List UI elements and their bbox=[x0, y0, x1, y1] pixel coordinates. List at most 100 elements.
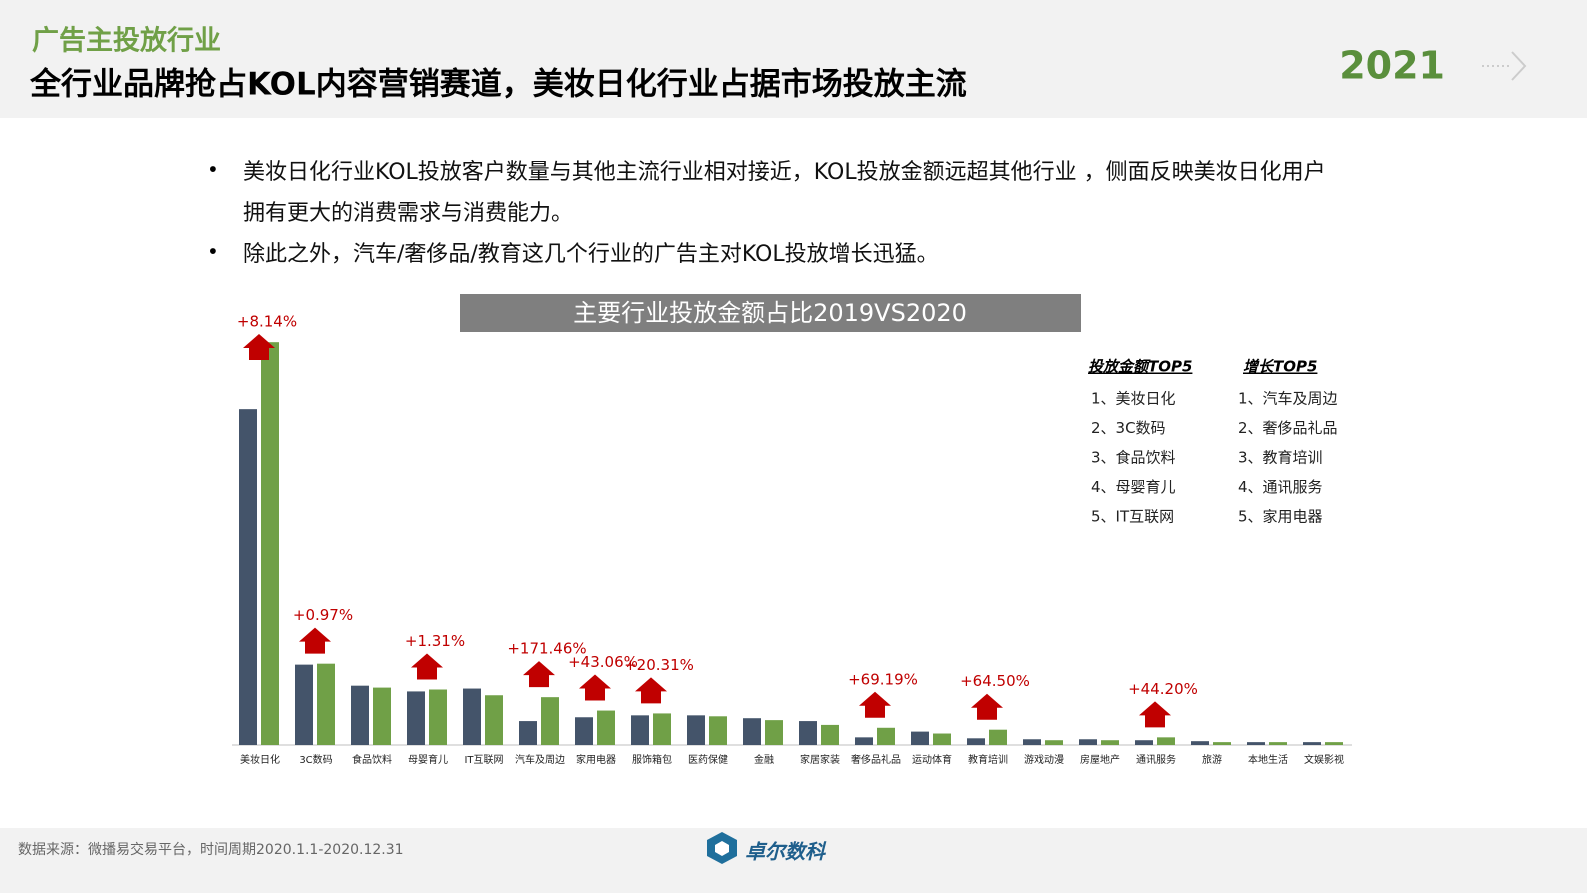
top5-item: 1、汽车及周边 bbox=[1238, 390, 1338, 408]
top5-item: 1、美妆日化 bbox=[1091, 390, 1176, 408]
bar bbox=[575, 717, 593, 745]
growth-arrow bbox=[635, 677, 667, 704]
top5-item: 2、奢侈品礼品 bbox=[1238, 419, 1338, 437]
top5-item: 4、通讯服务 bbox=[1238, 478, 1323, 496]
x-tick-label: 母婴育儿 bbox=[408, 753, 448, 766]
bar bbox=[799, 721, 817, 745]
bar bbox=[261, 342, 279, 745]
bar bbox=[911, 731, 929, 745]
top5-item: 2、3C数码 bbox=[1091, 419, 1166, 437]
bar bbox=[351, 685, 369, 745]
bar bbox=[597, 710, 615, 745]
growth-label: +43.06% bbox=[568, 653, 638, 671]
growth-label: +64.50% bbox=[960, 672, 1030, 690]
bar bbox=[855, 737, 873, 745]
top5-item: 5、家用电器 bbox=[1238, 508, 1323, 526]
bar bbox=[239, 409, 257, 745]
bar bbox=[989, 729, 1007, 745]
bullets: 美妆日化行业KOL投放客户数量与其他主流行业相对接近，KOL投放金额远超其他行业… bbox=[243, 160, 1326, 267]
bar bbox=[967, 738, 985, 745]
x-tick-label: 通讯服务 bbox=[1136, 753, 1176, 766]
bar bbox=[765, 720, 783, 745]
bar bbox=[407, 691, 425, 745]
growth-arrow bbox=[579, 674, 611, 701]
x-tick-label: IT互联网 bbox=[464, 754, 503, 766]
bar bbox=[653, 713, 671, 745]
growth-arrow bbox=[859, 691, 891, 718]
growth-label: +0.97% bbox=[293, 606, 353, 624]
bullet-dot: • bbox=[207, 158, 219, 182]
chart-title: 主要行业投放金额占比2019VS2020 bbox=[573, 299, 967, 327]
x-tick-label: 美妆日化 bbox=[240, 753, 280, 766]
growth-label: +44.20% bbox=[1128, 680, 1198, 698]
x-tick-label: 文娱影视 bbox=[1304, 753, 1344, 766]
year: 2021 bbox=[1339, 44, 1445, 88]
growth-label: +69.19% bbox=[848, 670, 918, 688]
x-tick-label: 游戏动漫 bbox=[1024, 753, 1064, 766]
x-tick-label: 服饰箱包 bbox=[632, 753, 672, 766]
x-tick-label: 本地生活 bbox=[1248, 753, 1288, 766]
bar bbox=[1269, 742, 1287, 745]
bar bbox=[933, 733, 951, 745]
growth-arrow bbox=[523, 661, 555, 688]
top5-item: 5、IT互联网 bbox=[1091, 508, 1174, 526]
bar bbox=[1213, 742, 1231, 745]
bar bbox=[631, 715, 649, 745]
x-tick-label: 汽车及周边 bbox=[515, 753, 565, 766]
bar bbox=[877, 727, 895, 745]
growth-arrow bbox=[971, 693, 1003, 720]
bar bbox=[463, 688, 481, 745]
growth-label: +1.31% bbox=[405, 632, 465, 650]
bar bbox=[485, 695, 503, 745]
bar bbox=[1079, 739, 1097, 745]
x-tick-label: 食品饮料 bbox=[352, 753, 392, 766]
bar bbox=[1023, 739, 1041, 745]
bullet: 除此之外，汽车/奢侈品/教育这几个行业的广告主对KOL投放增长迅猛。 bbox=[243, 242, 939, 267]
top5-title: 投放金额TOP5 bbox=[1088, 358, 1192, 376]
logo bbox=[707, 832, 737, 864]
growth-arrow bbox=[411, 653, 443, 680]
growth-arrow bbox=[243, 334, 275, 360]
page-title: 全行业品牌抢占KOL内容营销赛道，美妆日化行业占据市场投放主流 bbox=[29, 67, 967, 103]
growth-arrow bbox=[1139, 701, 1171, 728]
bar bbox=[821, 724, 839, 745]
bar bbox=[541, 697, 559, 745]
bar bbox=[1135, 740, 1153, 745]
top5-title: 增长TOP5 bbox=[1243, 358, 1317, 376]
bar bbox=[1191, 741, 1209, 745]
bar bbox=[1045, 740, 1063, 745]
x-tick-label: 家用电器 bbox=[576, 753, 616, 766]
x-tick-label: 奢侈品礼品 bbox=[851, 753, 901, 766]
top5-item: 3、教育培训 bbox=[1238, 449, 1323, 467]
bullet-dot: • bbox=[207, 240, 219, 264]
footer-band bbox=[0, 828, 1587, 893]
next-icon bbox=[1482, 51, 1527, 81]
bar bbox=[1303, 742, 1321, 745]
bar bbox=[1157, 737, 1175, 745]
x-tick-label: 运动体育 bbox=[912, 753, 952, 766]
x-tick-label: 家居家装 bbox=[800, 753, 840, 766]
x-tick-label: 医药保健 bbox=[688, 753, 728, 766]
growth-label: +20.31% bbox=[624, 656, 694, 674]
bar bbox=[687, 715, 705, 745]
growth-label: +171.46% bbox=[507, 640, 586, 658]
x-tick-label: 房屋地产 bbox=[1080, 753, 1120, 766]
x-tick-label: 3C数码 bbox=[299, 753, 332, 766]
brand: 卓尔数科 bbox=[745, 840, 827, 864]
bar bbox=[429, 689, 447, 745]
source: 数据来源：微播易交易平台，时间周期2020.1.1-2020.12.31 bbox=[18, 841, 404, 858]
growth-label: +8.14% bbox=[237, 313, 297, 331]
bar bbox=[1101, 740, 1119, 745]
growth-arrow bbox=[299, 627, 331, 654]
bar bbox=[1325, 742, 1343, 745]
section-title: 广告主投放行业 bbox=[32, 25, 221, 57]
bar bbox=[317, 663, 335, 745]
top5-item: 4、母婴育儿 bbox=[1091, 478, 1176, 496]
top5-item: 3、食品饮料 bbox=[1091, 449, 1176, 467]
bar bbox=[519, 721, 537, 745]
chart-title-box bbox=[460, 294, 1081, 332]
bar bbox=[709, 716, 727, 745]
bar bbox=[373, 687, 391, 745]
x-tick-label: 旅游 bbox=[1202, 753, 1222, 766]
